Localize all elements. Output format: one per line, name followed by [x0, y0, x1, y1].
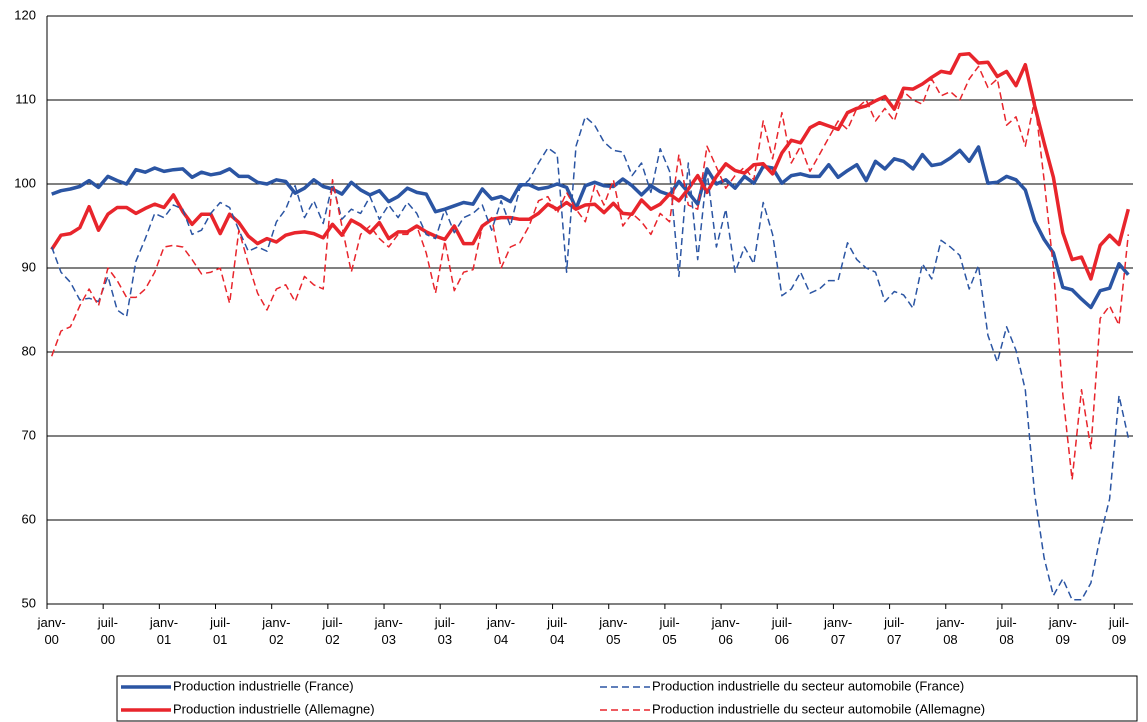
legend-label: Production industrielle du secteur autom… — [652, 678, 964, 693]
x-tick-label: janv-08 — [935, 615, 964, 647]
series-line — [50, 116, 1130, 601]
series-line — [51, 145, 1130, 310]
x-tick-label: juil-06 — [771, 615, 792, 647]
x-tick-label: juil-09 — [1108, 615, 1129, 647]
x-tick-label: janv-07 — [823, 615, 852, 647]
y-tick-label: 90 — [22, 259, 36, 274]
legend-label: Production industrielle du secteur autom… — [652, 701, 985, 716]
x-tick-label: juil-07 — [883, 615, 904, 647]
y-tick-label: 120 — [14, 7, 36, 22]
x-tick-label: juil-01 — [209, 615, 230, 647]
x-tick-label: juil-04 — [546, 615, 567, 647]
x-tick-label: janv-05 — [598, 615, 627, 647]
legend-box — [116, 675, 1138, 722]
x-tick-label: juil-08 — [995, 615, 1016, 647]
series-line — [50, 65, 1130, 481]
y-tick-label: 100 — [14, 175, 36, 190]
x-tick-label: janv-00 — [37, 615, 66, 647]
x-tick-label: janv-09 — [1048, 615, 1077, 647]
y-tick-label: 110 — [15, 91, 36, 106]
x-tick-label: janv-02 — [261, 615, 290, 647]
x-tick-label: juil-03 — [434, 615, 455, 647]
legend-label: Production industrielle (France) — [173, 678, 354, 693]
y-tick-label: 80 — [22, 343, 36, 358]
x-tick-label: janv-01 — [149, 615, 178, 647]
y-tick-label: 60 — [22, 511, 36, 526]
x-tick-label: juil-05 — [658, 615, 679, 647]
x-tick-label: janv-04 — [486, 615, 515, 647]
series-line — [50, 52, 1130, 281]
x-tick-label: juil-00 — [97, 615, 118, 647]
x-tick-label: janv-03 — [374, 615, 403, 647]
x-tick-label: juil-02 — [321, 615, 342, 647]
y-tick-label: 70 — [22, 427, 36, 442]
y-tick-label: 50 — [22, 595, 36, 610]
legend-label: Production industrielle (Allemagne) — [173, 701, 375, 716]
x-tick-label: janv-06 — [711, 615, 740, 647]
